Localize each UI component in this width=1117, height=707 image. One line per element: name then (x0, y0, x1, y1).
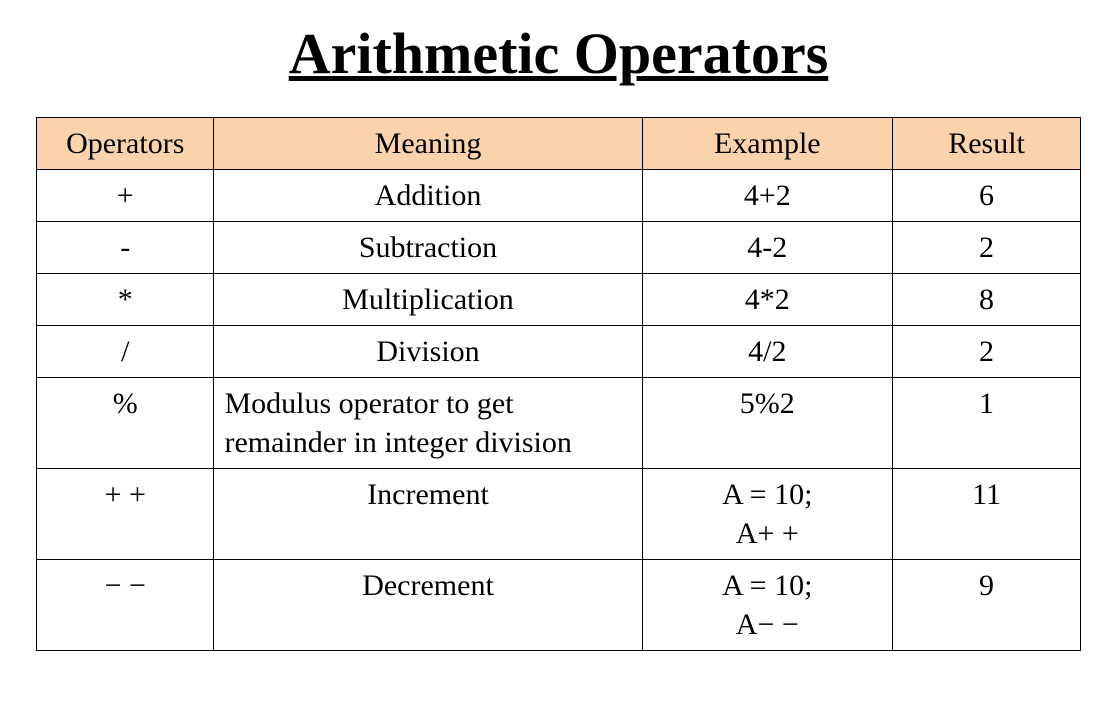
cell-result: 2 (893, 326, 1081, 378)
table-row: /Division4/22 (37, 326, 1081, 378)
cell-operator: * (37, 274, 214, 326)
cell-meaning: Decrement (214, 560, 642, 651)
cell-operator: + (37, 170, 214, 222)
table-row: + +IncrementA = 10;A+ +11 (37, 469, 1081, 560)
cell-example: 4*2 (642, 274, 893, 326)
table-head: Operators Meaning Example Result (37, 118, 1081, 170)
cell-example: A = 10;A+ + (642, 469, 893, 560)
cell-operator: / (37, 326, 214, 378)
cell-result: 2 (893, 222, 1081, 274)
table-row: +Addition4+26 (37, 170, 1081, 222)
cell-operator: + + (37, 469, 214, 560)
cell-example: 4+2 (642, 170, 893, 222)
th-operators: Operators (37, 118, 214, 170)
cell-meaning: Modulus operator to get remainder in int… (214, 378, 642, 469)
th-example: Example (642, 118, 893, 170)
table-row: − −DecrementA = 10;A− −9 (37, 560, 1081, 651)
th-result: Result (893, 118, 1081, 170)
cell-meaning: Division (214, 326, 642, 378)
cell-example: 4-2 (642, 222, 893, 274)
cell-result: 11 (893, 469, 1081, 560)
cell-operator: - (37, 222, 214, 274)
cell-operator: % (37, 378, 214, 469)
cell-result: 9 (893, 560, 1081, 651)
cell-example: 5%2 (642, 378, 893, 469)
page: Arithmetic Operators Operators Meaning E… (0, 0, 1117, 671)
table-row: *Multiplication4*28 (37, 274, 1081, 326)
cell-operator: − − (37, 560, 214, 651)
cell-meaning: Addition (214, 170, 642, 222)
cell-result: 6 (893, 170, 1081, 222)
th-meaning: Meaning (214, 118, 642, 170)
cell-example: 4/2 (642, 326, 893, 378)
table-body: +Addition4+26-Subtraction4-22*Multiplica… (37, 170, 1081, 651)
table-row: -Subtraction4-22 (37, 222, 1081, 274)
page-title: Arithmetic Operators (36, 20, 1081, 87)
cell-meaning: Increment (214, 469, 642, 560)
cell-meaning: Multiplication (214, 274, 642, 326)
operators-table: Operators Meaning Example Result +Additi… (36, 117, 1081, 651)
table-header-row: Operators Meaning Example Result (37, 118, 1081, 170)
table-row: %Modulus operator to get remainder in in… (37, 378, 1081, 469)
cell-result: 1 (893, 378, 1081, 469)
cell-meaning: Subtraction (214, 222, 642, 274)
cell-example: A = 10;A− − (642, 560, 893, 651)
cell-result: 8 (893, 274, 1081, 326)
